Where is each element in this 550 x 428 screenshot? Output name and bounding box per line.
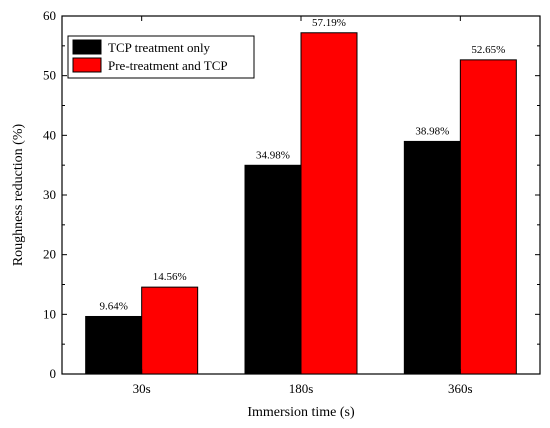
bar-labels-group: 9.64% 14.56% 34.98% 57.19% 38.98% 52.65% xyxy=(99,17,505,313)
legend: TCP treatment only Pre-treatment and TCP xyxy=(67,35,255,79)
bar-0-1 xyxy=(244,164,302,375)
y-tick-label: 40 xyxy=(43,127,56,142)
x-tick-label: 360s xyxy=(448,381,473,396)
y-tick-label: 20 xyxy=(43,247,56,262)
bar-1-0 xyxy=(141,286,199,375)
y-tick-label: 50 xyxy=(43,68,56,83)
bar-0-2 xyxy=(403,140,461,375)
bar-value-label: 38.98% xyxy=(415,125,449,137)
bar-value-label: 57.19% xyxy=(312,17,346,29)
x-axis-title: Immersion time (s) xyxy=(247,405,355,420)
bar-value-label: 34.98% xyxy=(256,149,290,161)
y-axis-title: Roughness reduction (%) xyxy=(11,124,26,267)
legend-label-0: TCP treatment only xyxy=(108,40,211,55)
bar-1-2 xyxy=(459,59,517,375)
y-tick-label: 30 xyxy=(43,187,56,202)
y-axis: 0 10 20 30 40 50 60 xyxy=(43,8,540,381)
bar-1-1 xyxy=(300,32,358,375)
y-tick-label: 60 xyxy=(43,8,56,23)
bar-value-label: 52.65% xyxy=(471,44,505,56)
y-tick-label: 10 xyxy=(43,306,56,321)
bars-group xyxy=(85,32,517,375)
y-tick-label: 0 xyxy=(50,366,57,381)
bar-0-0 xyxy=(85,315,143,375)
bar-value-label: 14.56% xyxy=(153,271,187,283)
legend-swatch-1 xyxy=(72,57,102,73)
legend-swatch-0 xyxy=(72,39,102,55)
x-tick-label: 30s xyxy=(133,381,151,396)
legend-label-1: Pre-treatment and TCP xyxy=(108,58,228,73)
x-tick-label: 180s xyxy=(289,381,314,396)
x-axis: 30s 180s 360s xyxy=(133,16,473,396)
bar-value-label: 9.64% xyxy=(99,300,127,312)
